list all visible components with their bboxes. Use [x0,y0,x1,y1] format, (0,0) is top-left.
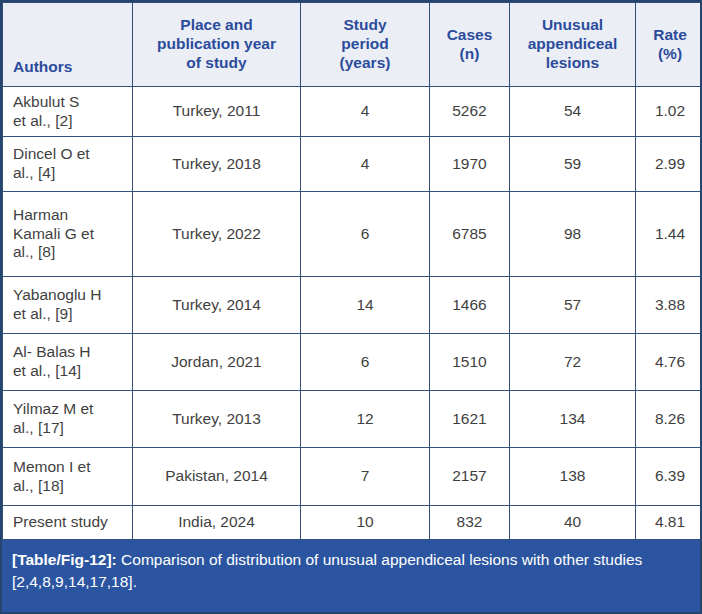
cell-rate: 6.39 [636,448,702,506]
table-header: Authors Place and publication year of st… [3,3,702,87]
table-row: Present studyIndia, 202410832404.81 [3,506,702,540]
cell-lesions: 54 [510,87,636,137]
comparison-table: Authors Place and publication year of st… [2,2,702,540]
cell-lesions: 72 [510,334,636,391]
header-study-period: Study period (years) [301,3,430,87]
table-row: Al- Balas H et al., [14]Jordan, 20216151… [3,334,702,391]
table-row: Memon I et al., [18]Pakistan, 2014721571… [3,448,702,506]
header-cases: Cases (n) [430,3,510,87]
cell-place: Turkey, 2018 [133,137,301,192]
cell-rate: 3.88 [636,277,702,334]
cell-authors: Yabanoglu H et al., [9] [3,277,133,334]
cell-period: 6 [301,334,430,391]
cell-authors: Dincel O et al., [4] [3,137,133,192]
cell-cases: 6785 [430,192,510,277]
cell-period: 4 [301,137,430,192]
table-row: Yilmaz M et al., [17]Turkey, 20131216211… [3,391,702,448]
cell-lesions: 40 [510,506,636,540]
cell-period: 4 [301,87,430,137]
cell-period: 12 [301,391,430,448]
cell-lesions: 134 [510,391,636,448]
cell-cases: 1621 [430,391,510,448]
table-figure: Authors Place and publication year of st… [0,0,702,614]
cell-rate: 8.26 [636,391,702,448]
header-unusual-lesions: Unusual appendiceal lesions [510,3,636,87]
cell-place: Turkey, 2022 [133,192,301,277]
cell-authors: Present study [3,506,133,540]
cell-authors: Harman Kamali G et al., [8] [3,192,133,277]
cell-cases: 1510 [430,334,510,391]
cell-place: Pakistan, 2014 [133,448,301,506]
cell-rate: 2.99 [636,137,702,192]
cell-cases: 5262 [430,87,510,137]
cell-cases: 2157 [430,448,510,506]
table-row: Dincel O et al., [4]Turkey, 201841970592… [3,137,702,192]
cell-lesions: 57 [510,277,636,334]
cell-rate: 1.02 [636,87,702,137]
table-row: Yabanoglu H et al., [9]Turkey, 201414146… [3,277,702,334]
cell-place: Turkey, 2011 [133,87,301,137]
header-place-year: Place and publication year of study [133,3,301,87]
cell-period: 14 [301,277,430,334]
cell-place: Turkey, 2013 [133,391,301,448]
cell-period: 6 [301,192,430,277]
cell-authors: Al- Balas H et al., [14] [3,334,133,391]
cell-period: 7 [301,448,430,506]
header-rate: Rate (%) [636,3,702,87]
cell-lesions: 138 [510,448,636,506]
cell-cases: 832 [430,506,510,540]
cell-place: India, 2024 [133,506,301,540]
cell-authors: Akbulut S et al., [2] [3,87,133,137]
header-row: Authors Place and publication year of st… [3,3,702,87]
header-authors: Authors [3,3,133,87]
cell-lesions: 98 [510,192,636,277]
cell-authors: Memon I et al., [18] [3,448,133,506]
cell-authors: Yilmaz M et al., [17] [3,391,133,448]
cell-rate: 4.81 [636,506,702,540]
table-body: Akbulut S et al., [2]Turkey, 20114526254… [3,87,702,540]
cell-lesions: 59 [510,137,636,192]
cell-place: Turkey, 2014 [133,277,301,334]
cell-rate: 1.44 [636,192,702,277]
cell-period: 10 [301,506,430,540]
cell-place: Jordan, 2021 [133,334,301,391]
cell-cases: 1466 [430,277,510,334]
cell-cases: 1970 [430,137,510,192]
caption-label: [Table/Fig-12]: [12,551,117,568]
cell-rate: 4.76 [636,334,702,391]
figure-caption: [Table/Fig-12]: Comparison of distributi… [2,540,700,612]
table-row: Akbulut S et al., [2]Turkey, 20114526254… [3,87,702,137]
table-row: Harman Kamali G et al., [8]Turkey, 20226… [3,192,702,277]
